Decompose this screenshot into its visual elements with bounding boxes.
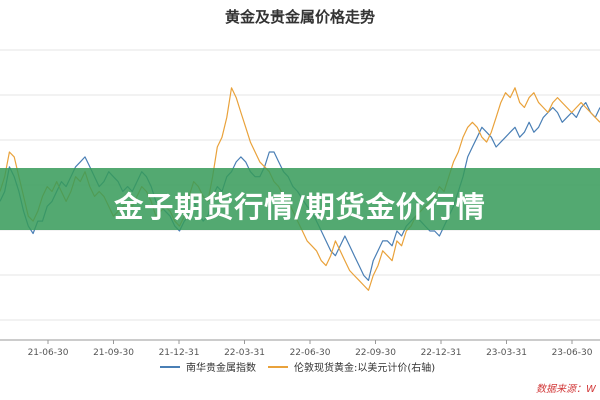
x-tick-label: 23-06-30: [552, 348, 593, 358]
data-source-note: 数据来源：Wi: [536, 384, 596, 395]
legend-item-series-2: 伦敦现货黄金:以美元计价(右轴): [268, 359, 435, 374]
banner-overlay: [0, 168, 600, 230]
x-tick-label: 22-12-31: [421, 348, 462, 358]
chart-legend: 南华贵金属指数 伦敦现货黄金:以美元计价(右轴): [0, 359, 600, 377]
legend-swatch-series-1: [160, 365, 180, 368]
legend-label-series-2: 伦敦现货黄金:以美元计价(右轴): [294, 363, 436, 374]
x-tick-label: 22-09-30: [355, 348, 396, 358]
legend-item-series-1: 南华贵金属指数: [160, 359, 256, 374]
x-tick-label: 22-03-31: [224, 348, 265, 358]
chart-title: 黄金及贵金属价格走势: [224, 8, 375, 26]
legend-label-series-1: 南华贵金属指数: [186, 363, 256, 374]
x-tick-label: 21-09-30: [93, 348, 134, 358]
x-tick-label: 23-03-31: [486, 348, 527, 358]
x-tick-label: 21-12-31: [159, 348, 200, 358]
legend-swatch-series-2: [268, 365, 288, 368]
x-tick-label: 21-06-30: [28, 348, 69, 358]
x-tick-label: 22-06-30: [290, 348, 331, 358]
banner-text: 金子期货行情/期货金价行情: [114, 190, 486, 224]
